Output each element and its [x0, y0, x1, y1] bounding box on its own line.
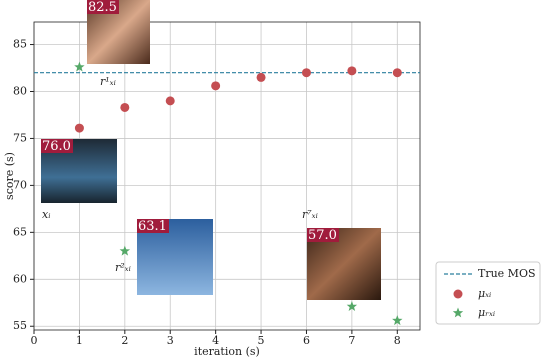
image-label: 63.1 — [138, 219, 167, 234]
image-label-bg — [41, 139, 73, 153]
point — [346, 301, 358, 311]
x-tick-label: 6 — [303, 334, 310, 347]
legend-label: True MOS — [478, 267, 536, 280]
y-tick-label: 60 — [13, 272, 27, 285]
y-axis-label: score (s) — [3, 152, 16, 200]
point — [301, 68, 311, 78]
image-label: 82.5 — [88, 0, 117, 15]
annotation: r⁷ₓᵢ — [302, 208, 318, 221]
legend-label: μₓᵢ — [478, 287, 491, 300]
x-tick-label: 2 — [121, 334, 128, 347]
x-tick-label: 7 — [348, 334, 355, 347]
legend-swatch — [452, 307, 464, 318]
point — [120, 102, 130, 112]
x-tick-label: 0 — [31, 334, 38, 347]
image-label: 57.0 — [308, 228, 337, 243]
y-tick-label: 85 — [13, 38, 27, 51]
y-tick-label: 55 — [13, 319, 27, 332]
image-label: 76.0 — [42, 139, 71, 154]
y-tick-label: 65 — [13, 225, 27, 238]
point — [211, 81, 221, 91]
point — [74, 61, 85, 72]
image-label-bg — [137, 219, 169, 233]
point — [392, 315, 403, 326]
annotation: r¹ₓᵢ — [100, 75, 116, 88]
x-tick-label: 5 — [258, 334, 265, 347]
annotation: xᵢ — [42, 208, 50, 221]
x-tick-label: 8 — [394, 334, 401, 347]
point — [119, 245, 131, 256]
y-tick-label: 75 — [13, 131, 27, 144]
legend-label: μᵣₓᵢ — [478, 306, 495, 319]
image-label-bg — [307, 228, 339, 242]
x-axis-label: iteration (s) — [194, 345, 260, 358]
plot-frame — [33, 21, 421, 331]
point — [256, 72, 266, 82]
x-tick-label: 4 — [212, 334, 219, 347]
x-tick-label: 1 — [76, 334, 83, 347]
point — [347, 66, 357, 76]
point — [165, 96, 175, 106]
y-tick-label: 70 — [13, 178, 27, 191]
image-label-bg — [87, 0, 119, 14]
point — [74, 123, 84, 133]
legend-swatch — [453, 289, 463, 299]
point — [392, 68, 402, 78]
x-tick-label: 3 — [167, 334, 174, 347]
legend-box — [435, 261, 541, 325]
y-tick-label: 80 — [13, 84, 27, 97]
annotation: r²ₓᵢ — [115, 261, 131, 274]
